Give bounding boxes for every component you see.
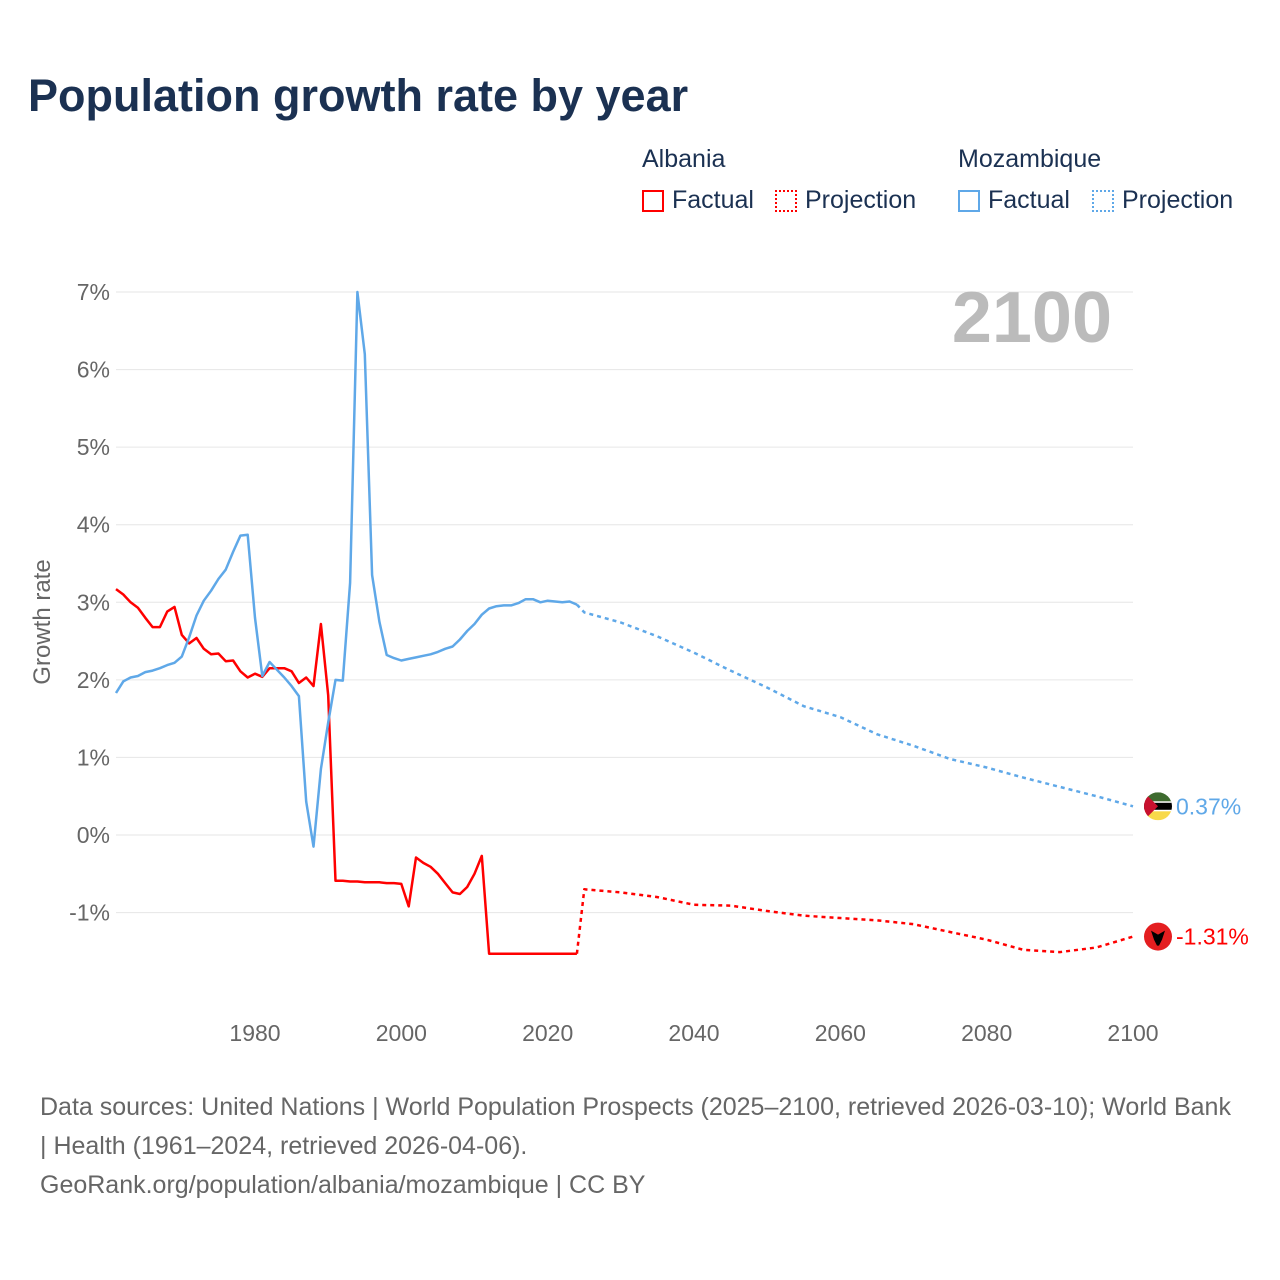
eagle-icon <box>1151 930 1165 946</box>
y-tick-label: 2% <box>77 667 110 693</box>
legend-swatch-solid <box>958 189 980 212</box>
footer-sources: Data sources: United Nations | World Pop… <box>40 1093 1231 1160</box>
series-line-albania-factual <box>115 588 577 955</box>
series-line-mozambique-projection <box>575 603 1134 808</box>
mozambique-flag-icon <box>1144 792 1172 821</box>
legend-swatch-dotted <box>1092 189 1114 212</box>
y-tick-label: -1% <box>69 900 110 926</box>
legend-group-albania: Albania <box>642 145 726 173</box>
x-tick-label: 2100 <box>1107 1020 1158 1046</box>
flag-marker-mozambique <box>1144 792 1172 821</box>
legend-label: Factual <box>988 186 1070 214</box>
y-tick-label: 5% <box>77 434 110 460</box>
footer-credit: GeoRank.org/population/albania/mozambiqu… <box>40 1171 646 1199</box>
y-tick-label: 3% <box>77 589 110 615</box>
flag-stripe-yellow <box>1144 811 1172 821</box>
x-tick-label: 1980 <box>229 1020 280 1046</box>
end-value-label: 0.37% <box>1176 793 1241 819</box>
legend-mozambique-factual[interactable]: Factual <box>958 186 1070 215</box>
flag-marker-albania <box>1144 922 1172 951</box>
y-tick-label: 6% <box>77 357 110 383</box>
y-tick-label: 7% <box>77 279 110 305</box>
legend-albania-factual[interactable]: Factual <box>642 186 754 215</box>
flag-border <box>1144 809 1172 812</box>
x-tick-label: 2060 <box>815 1020 866 1046</box>
legend-label: Projection <box>1122 186 1234 214</box>
x-tick-label: 2020 <box>522 1020 573 1046</box>
chart-title: Population growth rate by year <box>28 70 689 121</box>
legend-mozambique-projection[interactable]: Projection <box>1092 186 1233 215</box>
legend-swatch-solid <box>642 189 664 212</box>
legend-label: Projection <box>805 186 917 214</box>
year-label: 2100 <box>952 278 1112 358</box>
end-value-label: -1.31% <box>1176 924 1249 950</box>
legend-group-mozambique: Mozambique <box>958 145 1102 173</box>
flag-stripe-green <box>1144 792 1172 803</box>
series-line-albania-projection <box>575 888 1134 954</box>
flag-border <box>1144 801 1172 803</box>
series-line-mozambique-factual <box>114 290 578 848</box>
y-tick-label: 0% <box>77 822 110 848</box>
y-tick-label: 1% <box>77 744 110 770</box>
y-tick-label: 4% <box>77 512 110 538</box>
legend-albania-projection[interactable]: Projection <box>775 186 916 215</box>
footer: Data sources: United Nations | World Pop… <box>40 1088 1240 1205</box>
x-tick-label: 2000 <box>376 1020 427 1046</box>
y-axis-label: Growth rate <box>29 559 56 684</box>
legend-label: Factual <box>672 186 754 214</box>
x-tick-label: 2040 <box>668 1020 719 1046</box>
flag-triangle <box>1144 792 1158 821</box>
x-tick-label: 2080 <box>961 1020 1012 1046</box>
legend-swatch-dotted <box>775 189 797 212</box>
